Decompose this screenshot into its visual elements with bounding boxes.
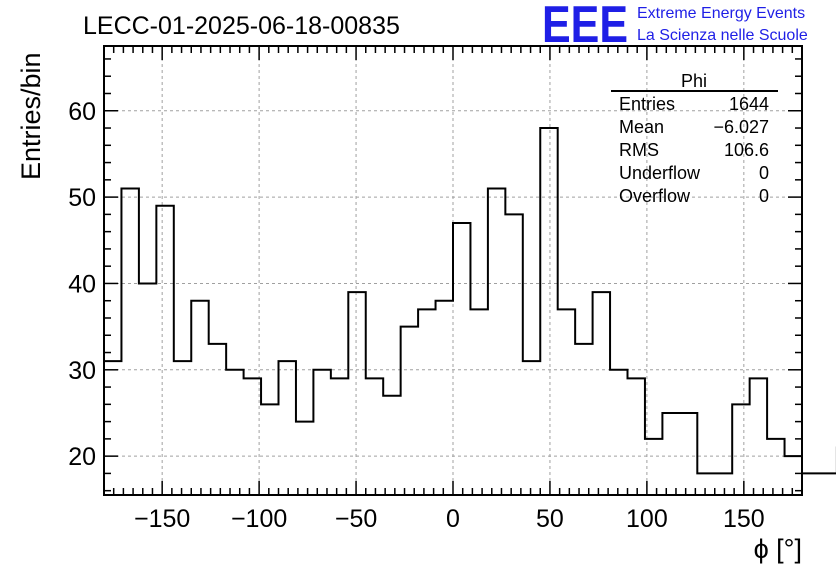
eee-logo: EEE Extreme Energy Events La Scienza nel… [542,0,808,54]
histogram-bin [575,344,592,495]
stats-label-mean: Mean [619,117,664,137]
y-tick-label: 30 [68,357,96,385]
histogram-bin [244,378,261,495]
y-axis-label: Entries/bin [16,52,46,180]
stats-title: Phi [681,71,707,91]
axis-ticks [104,46,802,495]
histogram-bin [121,188,138,495]
histogram-bin [174,361,191,495]
y-tick-label: 60 [68,98,96,126]
stats-label-rms: RMS [619,140,659,160]
stats-value-overflow: 0 [759,186,769,206]
y-tick-labels: 20 30 40 50 60 [68,98,96,471]
histogram-bin [662,413,679,495]
histogram-bin [156,206,173,495]
histogram-bin [558,309,575,495]
eee-logo-line2: La Scienza nelle Scuole [637,27,808,44]
histogram-bin [523,361,540,495]
histogram-bin [732,404,749,495]
histogram-bin [436,301,453,495]
histogram-bin [279,361,296,495]
histogram-bin [453,223,470,495]
y-tick-label: 40 [68,270,96,298]
eee-logo-mark: EEE [542,0,628,54]
x-tick-label: 0 [446,505,460,533]
x-tick-label: −50 [335,505,377,533]
histogram-bin [366,378,383,495]
chart-title: LECC-01-2025-06-18-00835 [83,12,400,40]
histogram-bin [767,439,784,495]
histogram-bin [697,473,714,495]
histogram-bin [226,370,243,495]
stats-label-underflow: Underflow [619,163,701,183]
histogram-bin [401,327,418,495]
histogram-bin [261,404,278,495]
stats-value-mean: −6.027 [713,117,769,137]
x-tick-label: 150 [723,505,765,533]
histogram-bin [610,370,627,495]
histogram-bin [104,361,121,495]
stats-value-rms: 106.6 [724,140,769,160]
histogram-bin [296,422,313,495]
histogram-bin [593,292,610,495]
histogram-bin [540,128,557,495]
histogram-bin [785,456,802,495]
x-tick-label: −150 [134,505,190,533]
stats-box: Phi Entries 1644 Mean −6.027 RMS 106.6 U… [611,71,778,206]
x-tick-label: 50 [536,505,564,533]
eee-logo-line1: Extreme Energy Events [637,5,805,22]
stats-value-entries: 1644 [729,94,769,114]
stats-value-underflow: 0 [759,163,769,183]
histogram-bin [802,473,819,495]
histogram-bin [680,413,697,495]
x-axis-label: ϕ [°] [754,534,802,564]
histogram-bin [628,378,645,495]
x-tick-label: 100 [626,505,668,533]
histogram-bin [505,214,522,495]
stats-label-entries: Entries [619,94,675,114]
histogram-bin [488,188,505,495]
histogram-bin [348,292,365,495]
histogram-bin [819,473,836,495]
histogram-bin [418,309,435,495]
histogram-line [103,127,836,495]
histogram-bin [383,396,400,495]
histogram-bin [750,378,767,495]
x-tick-label: −100 [231,505,287,533]
histogram-bin [470,309,487,495]
histogram-bin [139,283,156,495]
x-tick-labels: −150 −100 −50 0 50 100 150 [134,505,765,533]
histogram-bin [313,370,330,495]
histogram-bin [191,301,208,495]
histogram-bin [331,378,348,495]
stats-label-overflow: Overflow [619,186,691,206]
histogram-bin [715,473,732,495]
histogram-bin [209,344,226,495]
y-tick-label: 20 [68,443,96,471]
y-tick-label: 50 [68,184,96,212]
